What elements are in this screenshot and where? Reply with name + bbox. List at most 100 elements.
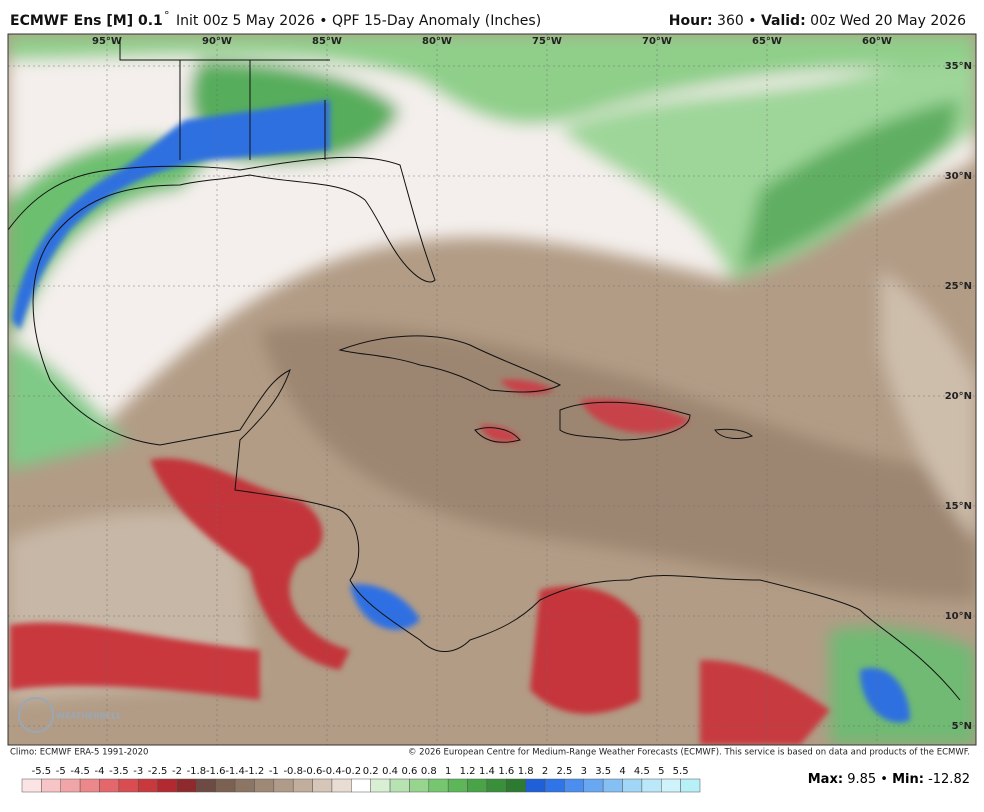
colorbar-swatch xyxy=(273,778,294,793)
colorbar-swatch xyxy=(215,778,236,793)
colorbar-label: -4.5 xyxy=(70,766,90,777)
colorbar-swatch xyxy=(118,778,139,793)
init-title: Init 00z 5 May 2026 • QPF 15-Day Anomaly… xyxy=(176,13,541,29)
lon-label: 60°W xyxy=(862,36,892,47)
colorbar-swatch xyxy=(409,778,430,793)
colorbar-label: -2 xyxy=(172,766,182,777)
colorbar-swatch xyxy=(486,778,507,793)
colorbar-swatch xyxy=(196,778,216,793)
colorbar-swatch xyxy=(312,778,333,793)
colorbar-label: -3.5 xyxy=(109,766,129,777)
colorbar-swatch xyxy=(680,778,701,793)
hour-label: Hour: xyxy=(669,13,713,29)
map: 95°W 90°W 85°W 80°W 75°W 70°W 65°W 60°W 35°N 30°N… xyxy=(8,34,976,745)
logo-mark xyxy=(18,697,54,733)
colorbar-swatch xyxy=(254,778,275,793)
colorbar-label: -3 xyxy=(133,766,143,777)
colorbar-label: 1.2 xyxy=(460,766,476,777)
lat-label: 25°N xyxy=(945,281,972,292)
colorbar-swatch xyxy=(351,778,371,793)
colorbar-label: 0.8 xyxy=(421,766,437,777)
colorbar-label: -0.4 xyxy=(322,766,342,777)
colorbar-swatch xyxy=(21,778,42,793)
coastlines xyxy=(8,40,961,701)
colorbar-label: 2.5 xyxy=(556,766,572,777)
colorbar-swatch xyxy=(331,778,352,793)
colorbar-label: -1.4 xyxy=(225,766,245,777)
lat-label: 30°N xyxy=(945,171,972,182)
lat-label: 15°N xyxy=(945,501,972,512)
max-min: Max: 9.85 • Min: -12.82 xyxy=(808,772,970,787)
colorbar-swatch xyxy=(641,778,662,793)
colorbar-swatch xyxy=(583,778,604,793)
map-border xyxy=(7,33,977,746)
colorbar-swatch xyxy=(370,778,391,793)
colorbar-label: -1.6 xyxy=(206,766,226,777)
colorbar-swatch xyxy=(79,778,100,793)
colorbar-label: 1.8 xyxy=(518,766,534,777)
lon-label: 75°W xyxy=(532,36,562,47)
climo: Climo: ECMWF ERA-5 1991-2020 xyxy=(10,748,148,758)
colorbar-label: 1 xyxy=(445,766,451,777)
colorbar-label: -5 xyxy=(56,766,66,777)
colorbar-swatch xyxy=(447,778,468,793)
lat-label: 20°N xyxy=(945,391,972,402)
lat-label: 5°N xyxy=(952,721,972,732)
colorbar-label: -1 xyxy=(269,766,279,777)
lon-label: 95°W xyxy=(92,36,122,47)
colorbar-swatch xyxy=(564,778,585,793)
lon-label: 65°W xyxy=(752,36,782,47)
lon-label: 90°W xyxy=(202,36,232,47)
colorbar-swatch xyxy=(428,778,449,793)
colorbar-swatch xyxy=(622,778,643,793)
max-label: Max: xyxy=(808,772,843,787)
lon-label: 85°W xyxy=(312,36,342,47)
colorbar-swatch xyxy=(157,778,178,793)
copyright: © 2026 European Centre for Medium-Range … xyxy=(408,748,970,758)
colorbar-label: -0.2 xyxy=(342,766,362,777)
colorbar-label: -1.8 xyxy=(187,766,207,777)
colorbar-label: 5 xyxy=(658,766,664,777)
valid: 00z Wed 20 May 2026 xyxy=(810,13,966,29)
colorbar-label: -0.6 xyxy=(303,766,323,777)
colorbar-label: 0.6 xyxy=(401,766,417,777)
colorbar-label: 1.4 xyxy=(479,766,495,777)
colorbar-swatch xyxy=(41,778,61,793)
colorbar-label: 4.5 xyxy=(634,766,650,777)
degree: ° xyxy=(164,9,170,22)
colorbar-swatch xyxy=(544,778,565,793)
colorbar-swatch xyxy=(661,778,681,793)
colorbar-swatch xyxy=(292,778,313,793)
valid-label: Valid: xyxy=(761,13,806,29)
valid-line: Hour: 360 • Valid: 00z Wed 20 May 2026 xyxy=(669,13,966,29)
lon-label: 80°W xyxy=(422,36,452,47)
colorbar-label: -0.8 xyxy=(283,766,303,777)
colorbar-label: -4 xyxy=(94,766,104,777)
colorbar-label: 2 xyxy=(542,766,548,777)
colorbar-swatch xyxy=(99,778,120,793)
colorbar-swatch xyxy=(602,778,623,793)
colorbar-label: -2.5 xyxy=(148,766,168,777)
lon-label: 70°W xyxy=(642,36,672,47)
colorbar-label: 0.4 xyxy=(382,766,398,777)
colorbar-swatch xyxy=(234,778,255,793)
colorbar-swatch xyxy=(506,778,526,793)
max: 9.85 • xyxy=(847,772,888,787)
colorbar-label: 5.5 xyxy=(673,766,689,777)
colorbar-swatch xyxy=(389,778,410,793)
graticule: 95°W 90°W 85°W 80°W 75°W 70°W 65°W 60°W 35°N 30°N… xyxy=(8,34,976,745)
colorbar-label: 3 xyxy=(581,766,587,777)
model-title: ECMWF Ens [M] 0.1 xyxy=(10,13,163,29)
colorbar-swatch xyxy=(137,778,158,793)
lat-label: 35°N xyxy=(945,61,972,72)
colorbar-swatch xyxy=(467,778,488,793)
colorbar-label: -1.2 xyxy=(245,766,265,777)
colorbar-label: 4 xyxy=(619,766,625,777)
logo: WEATHERBELL xyxy=(56,712,121,721)
colorbar-label: 1.6 xyxy=(498,766,514,777)
min: -12.82 xyxy=(928,772,970,787)
colorbar-swatch xyxy=(60,778,81,793)
colorbar-swatch xyxy=(176,778,197,793)
colorbar-label: -5.5 xyxy=(32,766,52,777)
